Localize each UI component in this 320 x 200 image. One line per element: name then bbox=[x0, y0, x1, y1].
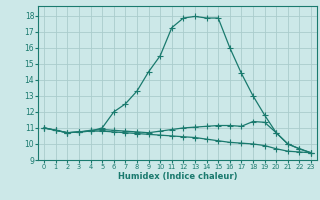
X-axis label: Humidex (Indice chaleur): Humidex (Indice chaleur) bbox=[118, 172, 237, 181]
